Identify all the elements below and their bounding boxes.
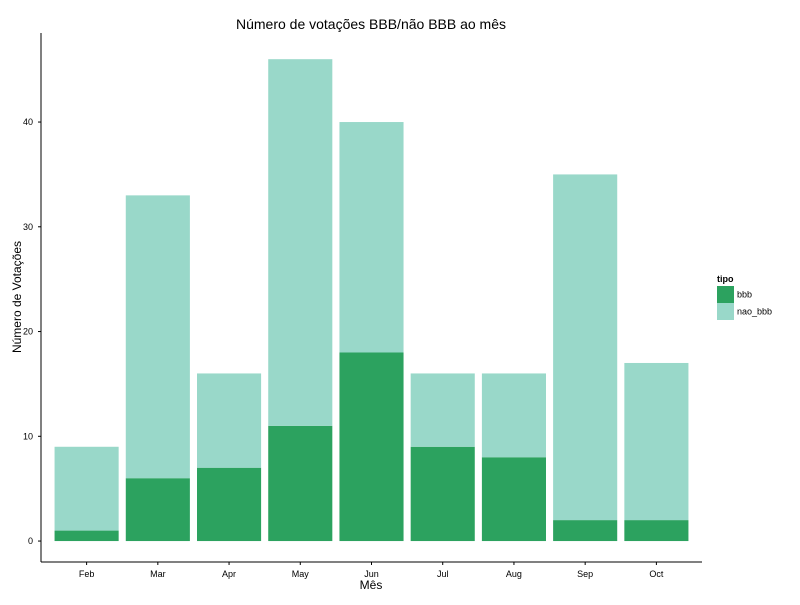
bar-nao_bbb-sep (553, 174, 618, 521)
legend-key-bbb (717, 286, 734, 303)
legend-key-nao_bbb (717, 303, 734, 320)
bar-nao_bbb-apr (197, 373, 262, 468)
x-tick-label: Jun (364, 569, 379, 579)
bar-bbb-aug (481, 457, 546, 542)
bar-nao_bbb-jun (339, 122, 404, 353)
legend-label-nao_bbb: nao_bbb (737, 307, 772, 317)
x-tick-label: Sep (577, 569, 593, 579)
bar-nao_bbb-mar (125, 195, 190, 479)
x-tick-label: Feb (79, 569, 95, 579)
chart-title: Número de votações BBB/não BBB ao mês (236, 16, 506, 32)
x-tick-label: May (292, 569, 310, 579)
legend: tipo bbb nao_bbb (717, 274, 772, 320)
bar-bbb-jul (410, 446, 475, 542)
legend-label-bbb: bbb (737, 290, 752, 300)
bar-bbb-feb (54, 530, 119, 542)
y-axis-label: Número de Votações (10, 241, 24, 353)
plot-area: 0 10 20 30 40 Feb Mar Apr May Jun Jul Aug Sep Oct (23, 33, 702, 579)
bar-bbb-jun (339, 352, 404, 542)
x-tick-label: Oct (649, 569, 664, 579)
y-tick-label: 20 (23, 327, 33, 337)
bar-nao_bbb-aug (481, 373, 546, 458)
bar-bbb-oct (624, 520, 689, 542)
bar-bbb-sep (553, 520, 618, 542)
x-tick-label: Mar (150, 569, 166, 579)
bar-bbb-apr (197, 467, 262, 542)
y-tick-label: 0 (28, 536, 33, 546)
legend-title: tipo (717, 274, 734, 284)
x-tick-label: Aug (506, 569, 522, 579)
bar-nao_bbb-may (268, 59, 333, 426)
x-axis-label: Mês (360, 578, 383, 592)
y-tick-label: 40 (23, 117, 33, 127)
bar-bbb-mar (125, 478, 190, 542)
x-tick-label: Jul (437, 569, 449, 579)
bar-nao_bbb-jul (410, 373, 475, 447)
bar-nao_bbb-feb (54, 446, 119, 531)
bar-nao_bbb-oct (624, 362, 689, 521)
bar-bbb-may (268, 425, 333, 542)
y-tick-label: 30 (23, 222, 33, 232)
x-tick-label: Apr (222, 569, 236, 579)
y-tick-label: 10 (23, 431, 33, 441)
